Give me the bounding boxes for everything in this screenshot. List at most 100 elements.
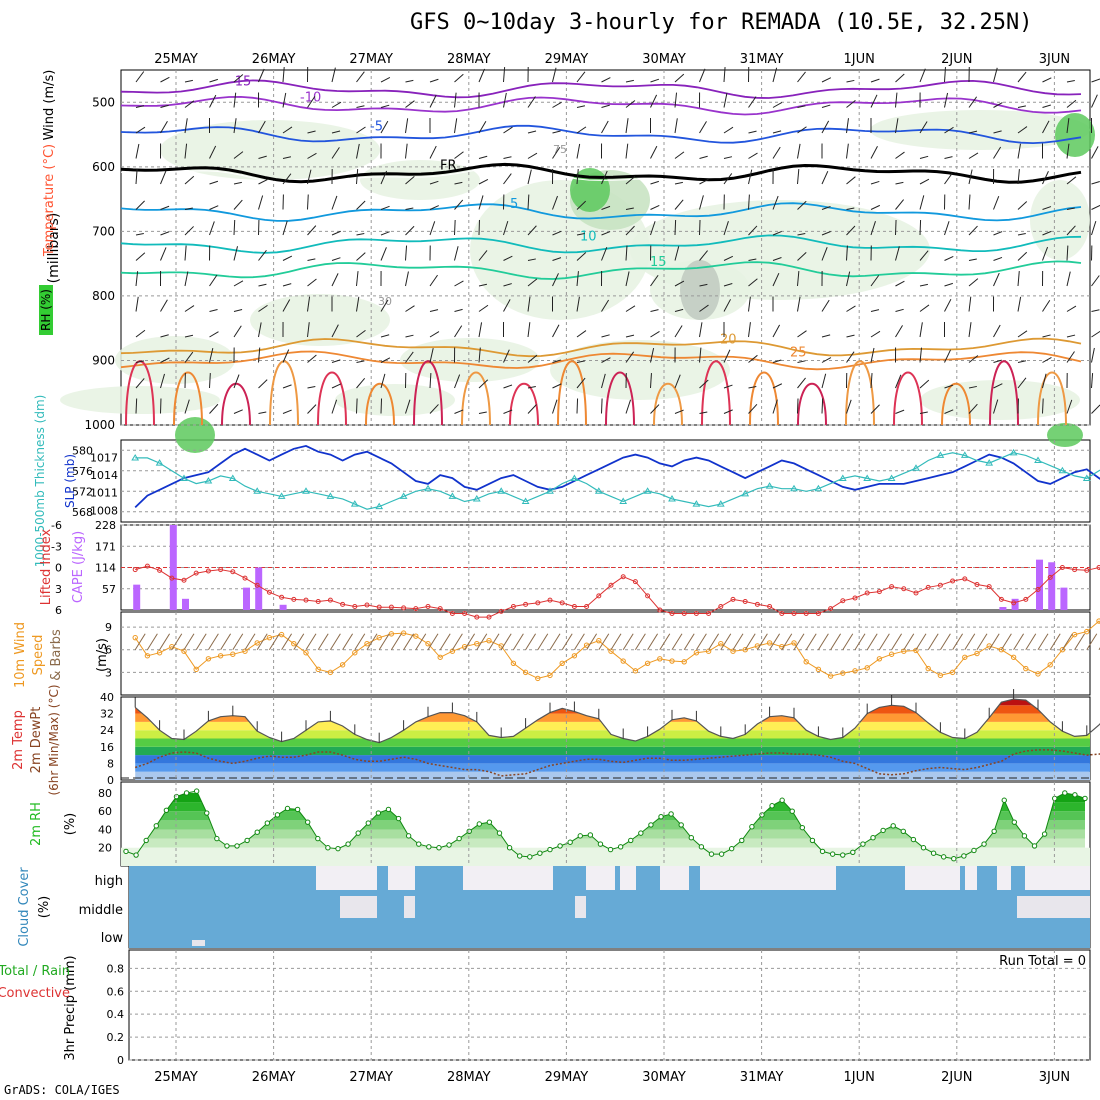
wind-barb (429, 180, 439, 185)
isotherm--10 (120, 95, 1082, 116)
wind-barb (723, 92, 728, 108)
wind-barb (846, 99, 856, 108)
wind-barb (772, 67, 778, 83)
cloud-high-block (905, 866, 960, 890)
wind10m-barb (756, 633, 768, 650)
wind-barb (1066, 334, 1076, 338)
rh2m-marker (920, 845, 927, 851)
wind-barb (160, 170, 167, 185)
rh2m-marker (294, 806, 301, 813)
wind-barb (331, 257, 341, 261)
wind-barb (258, 68, 265, 83)
wind-barb (723, 126, 734, 134)
wind-barb (797, 251, 807, 261)
wind-barb (552, 257, 562, 261)
convective-arch (1037, 371, 1067, 426)
thickness-marker (668, 494, 676, 502)
wind-barb (331, 67, 336, 83)
wind-barb (846, 334, 855, 338)
cloud-high-block (476, 866, 553, 890)
wind10m-barb (805, 633, 817, 650)
wind-barb (307, 322, 310, 338)
wind10m-barb (488, 633, 500, 650)
wind-barb (772, 359, 782, 363)
wind-barb (674, 409, 684, 414)
wind-barb (650, 274, 659, 287)
wind-barb (919, 219, 922, 236)
panel-frame-thick (120, 439, 1091, 523)
rh2m-marker (698, 844, 705, 850)
wind-barb (258, 179, 268, 185)
wind-barb (135, 143, 140, 159)
wind-barb (993, 359, 1002, 363)
li-marker (925, 584, 931, 590)
wind-barb (282, 126, 293, 134)
wind-barb (919, 379, 930, 389)
wind-barb (1042, 299, 1051, 312)
date-label-top: 29MAY (545, 52, 589, 67)
rh2m-marker (416, 841, 422, 847)
wind-barb (135, 105, 145, 108)
wind-barb (944, 156, 953, 159)
li-marker (157, 567, 163, 573)
wind-barb (748, 169, 753, 185)
wind-barb (968, 96, 978, 108)
wind10m-barb (708, 633, 720, 650)
wind-barb (478, 250, 488, 261)
wind-barb (576, 252, 587, 261)
wind-barb (576, 71, 586, 83)
wind-barb (184, 271, 189, 287)
wind-barb (258, 304, 268, 312)
wind10m-barb (647, 633, 659, 650)
slp-tick: 1008 (90, 504, 118, 517)
wind-speed-marker (632, 668, 639, 674)
wind-barb (527, 385, 536, 389)
wind-barb (454, 325, 463, 338)
thickness-marker (814, 484, 823, 492)
wind-barb (870, 180, 880, 185)
li-marker (1084, 567, 1090, 573)
rh-shade (335, 384, 455, 416)
wind-barb (429, 309, 439, 312)
cloud-mid-block (340, 896, 377, 918)
wind-barb (1042, 356, 1052, 363)
rh2m-marker (274, 812, 281, 818)
wind-speed-marker (132, 634, 138, 641)
wind10m-barb (427, 633, 439, 650)
rh2m-marker (930, 850, 937, 856)
cloud-high-block (316, 866, 377, 890)
li-marker (352, 603, 358, 609)
wind-speed-marker (486, 637, 492, 644)
wind-barb (650, 205, 660, 210)
rh-band (126, 792, 1085, 803)
date-label-top: 1JUN (844, 52, 875, 67)
wind10m-barb (695, 633, 707, 650)
cloud-level-middle: middle (79, 903, 123, 918)
wind-barb (919, 411, 928, 414)
thickness-marker (204, 477, 213, 484)
wind-barb (380, 205, 390, 210)
wind-barb (429, 78, 439, 83)
wind10m-barb (1037, 633, 1049, 650)
wind10m-barb (171, 633, 183, 650)
rh2m-marker (1072, 792, 1078, 798)
temp-tick: 24 (100, 724, 114, 737)
date-label-bottom: 30MAY (642, 1070, 686, 1085)
isotherm-label: -10 (300, 91, 321, 106)
wind-speed-marker (364, 640, 370, 647)
li-marker (474, 614, 480, 620)
isotherm-5 (120, 202, 1082, 222)
wind-barb (576, 169, 579, 185)
thick-tick: 580 (72, 444, 93, 457)
wind10m-barb (512, 633, 524, 650)
thickness-marker (985, 459, 994, 466)
isotherm-label: 15 (650, 255, 667, 270)
rh-base (121, 847, 1090, 866)
wind-barb (331, 359, 341, 363)
wind10m-barb (683, 633, 695, 650)
wind-barb (846, 305, 856, 312)
wind-barb (233, 409, 243, 414)
date-label-top: 31MAY (740, 52, 784, 67)
wind-barb (895, 151, 905, 159)
wind-barb (1091, 347, 1095, 363)
